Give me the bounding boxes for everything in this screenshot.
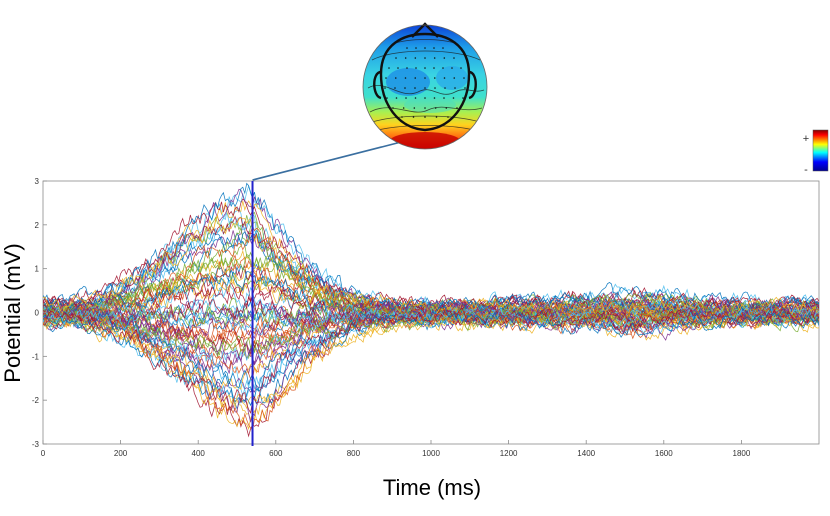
electrode-dot (433, 77, 436, 79)
y-tick-label: -3 (32, 440, 40, 449)
x-tick-label: 800 (347, 449, 361, 458)
electrode-dot (406, 47, 408, 49)
electrode-dot (404, 57, 407, 59)
electrode-dot (424, 97, 426, 99)
eeg-traces (43, 182, 819, 438)
electrode-dot (445, 107, 448, 109)
x-tick-label: 1000 (422, 449, 440, 458)
x-tick-label: 1600 (655, 449, 673, 458)
electrode-dot (462, 97, 464, 99)
electrode-dot (405, 97, 407, 99)
electrode-dot (456, 107, 458, 109)
channel-trace (43, 301, 819, 339)
electrode-dot (424, 57, 426, 59)
channel-trace (43, 214, 819, 319)
electrode-dot (453, 77, 456, 79)
electrode-dot (397, 67, 399, 69)
x-tick-label: 1200 (500, 449, 518, 458)
electrode-dot (414, 77, 417, 79)
electrode-dot (414, 87, 416, 89)
x-tick-label: 1400 (577, 449, 595, 458)
electrode-dot (433, 67, 435, 69)
electrode-dot (386, 97, 388, 99)
y-tick-label: 3 (35, 177, 40, 186)
colorbar-min-label: - (804, 164, 808, 176)
electrode-dot (424, 67, 426, 69)
electrode-dot (435, 116, 438, 118)
y-tick-label: -1 (32, 352, 40, 361)
y-axis-ticks: 3 2 1 0 -1 -2 -3 (32, 177, 47, 449)
electrode-dot (442, 67, 444, 69)
electrode-dot (451, 67, 453, 69)
x-axis-title: Time (ms) (383, 475, 481, 500)
y-tick-label: 0 (35, 309, 40, 318)
x-tick-label: 400 (192, 449, 206, 458)
electrode-dot (404, 77, 407, 79)
colorbar: + - (803, 129, 829, 176)
electrode-dot (424, 87, 426, 89)
electrode-dot (463, 77, 465, 79)
electrode-dot (413, 107, 416, 109)
electrode-dot (454, 87, 456, 89)
electrode-dot (424, 77, 426, 79)
electrode-dot (447, 116, 449, 118)
x-tick-label: 200 (114, 449, 128, 458)
electrode-dot (443, 57, 446, 59)
electrode-dot (424, 116, 426, 118)
electrode-dot (434, 107, 437, 109)
electrode-dot (394, 87, 396, 89)
electrode-dot (402, 107, 405, 109)
electrode-dot (434, 87, 436, 89)
electrode-dot (424, 107, 426, 109)
electrode-dot (443, 77, 446, 79)
electrode-dot (414, 97, 417, 99)
electrode-dot (460, 67, 462, 69)
electrode-dot (424, 47, 426, 49)
x-axis-ticks: 0 200 400 600 800 1000 1200 1400 1600 1800 (41, 440, 751, 458)
y-axis-title: Potential (mV) (0, 243, 25, 382)
electrode-dot (388, 67, 390, 69)
colorbar-max-label: + (803, 133, 809, 145)
y-tick-label: 2 (35, 221, 40, 230)
electrode-dot (442, 47, 444, 49)
y-tick-label: -2 (32, 396, 40, 405)
electrode-dot (384, 87, 386, 89)
x-tick-label: 0 (41, 449, 46, 458)
electrode-dot (401, 116, 403, 118)
electrode-dot (452, 97, 455, 99)
topomap (362, 22, 488, 150)
channel-trace (43, 253, 819, 327)
electrode-dot (444, 87, 446, 89)
topomap-link-line (252, 140, 406, 181)
electrode-dot (433, 97, 436, 99)
electrode-dot (443, 97, 445, 99)
electrode-dot (404, 87, 406, 89)
electrode-dot (395, 57, 397, 59)
x-tick-label: 1800 (733, 449, 751, 458)
x-tick-label: 600 (269, 449, 283, 458)
channel-trace (43, 304, 819, 414)
channel-trace (43, 306, 819, 366)
electrode-dot (415, 47, 417, 49)
electrode-dot (433, 57, 436, 59)
channel-trace (43, 305, 819, 335)
electrode-dot (385, 77, 387, 79)
electrode-dot (414, 57, 417, 59)
electrode-dot (453, 57, 455, 59)
channel-trace (43, 305, 819, 393)
electrode-dot (412, 116, 415, 118)
y-tick-label: 1 (35, 265, 40, 274)
electrode-dot (433, 47, 435, 49)
electrode-dot (464, 87, 466, 89)
electrode-dot (394, 77, 397, 79)
electrode-dot (395, 97, 398, 99)
electrode-dot (406, 67, 408, 69)
electrode-dot (392, 107, 394, 109)
electrode-dot (415, 67, 417, 69)
channel-trace (43, 263, 819, 316)
